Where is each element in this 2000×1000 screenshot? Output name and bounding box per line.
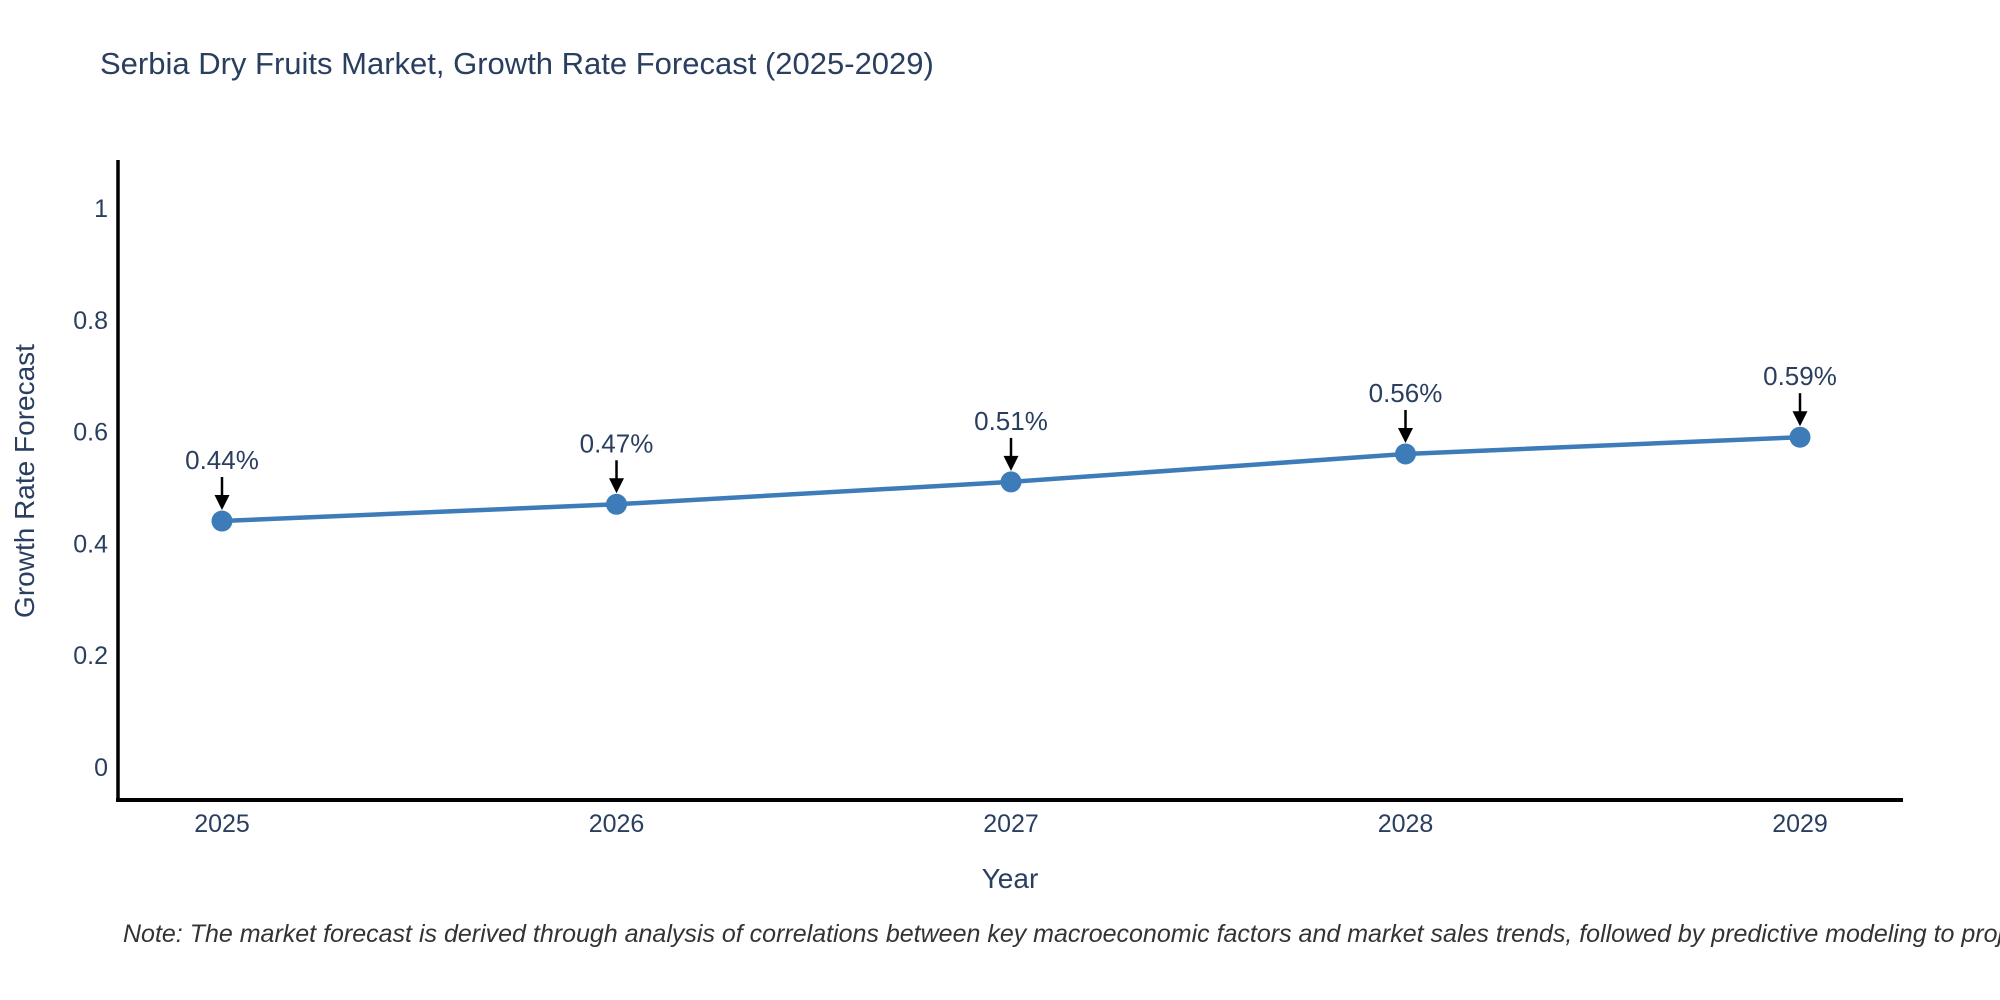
y-tick-label: 0 [94,754,108,782]
x-tick-label: 2029 [1772,810,1828,838]
annotation-arrowhead [1398,427,1413,443]
annotation-arrowhead [1003,455,1019,471]
y-tick-label: 0.2 [73,642,108,670]
point-label: 0.44% [185,445,259,475]
data-point-2028[interactable] [1395,443,1416,465]
x-tick-label: 2027 [983,810,1039,838]
y-tick-label: 0.8 [73,307,108,335]
y-tick-label: 1 [94,195,108,223]
data-point-2029[interactable] [1789,426,1811,448]
chart-title: Serbia Dry Fruits Market, Growth Rate Fo… [100,46,934,81]
annotation-arrowhead [1792,411,1808,427]
y-tick-label: 0.4 [73,530,108,558]
x-tick-label: 2026 [589,810,645,838]
point-label: 0.59% [1763,361,1837,391]
annotation-arrowhead [609,478,624,494]
point-label: 0.56% [1369,378,1443,408]
x-axis-title: Year [982,863,1039,894]
point-label: 0.47% [580,428,654,458]
annotation-arrowhead [214,495,230,511]
y-axis-title: Growth Rate Forecast [9,344,40,618]
footnote: Note: The market forecast is derived thr… [123,920,2000,948]
data-point-2027[interactable] [1000,471,1022,493]
data-point-2026[interactable] [606,493,627,515]
point-label: 0.51% [974,406,1048,436]
y-tick-label: 0.6 [73,419,108,447]
data-point-2025[interactable] [211,510,233,532]
x-tick-label: 2028 [1378,810,1434,838]
x-tick-label: 2025 [194,810,250,838]
